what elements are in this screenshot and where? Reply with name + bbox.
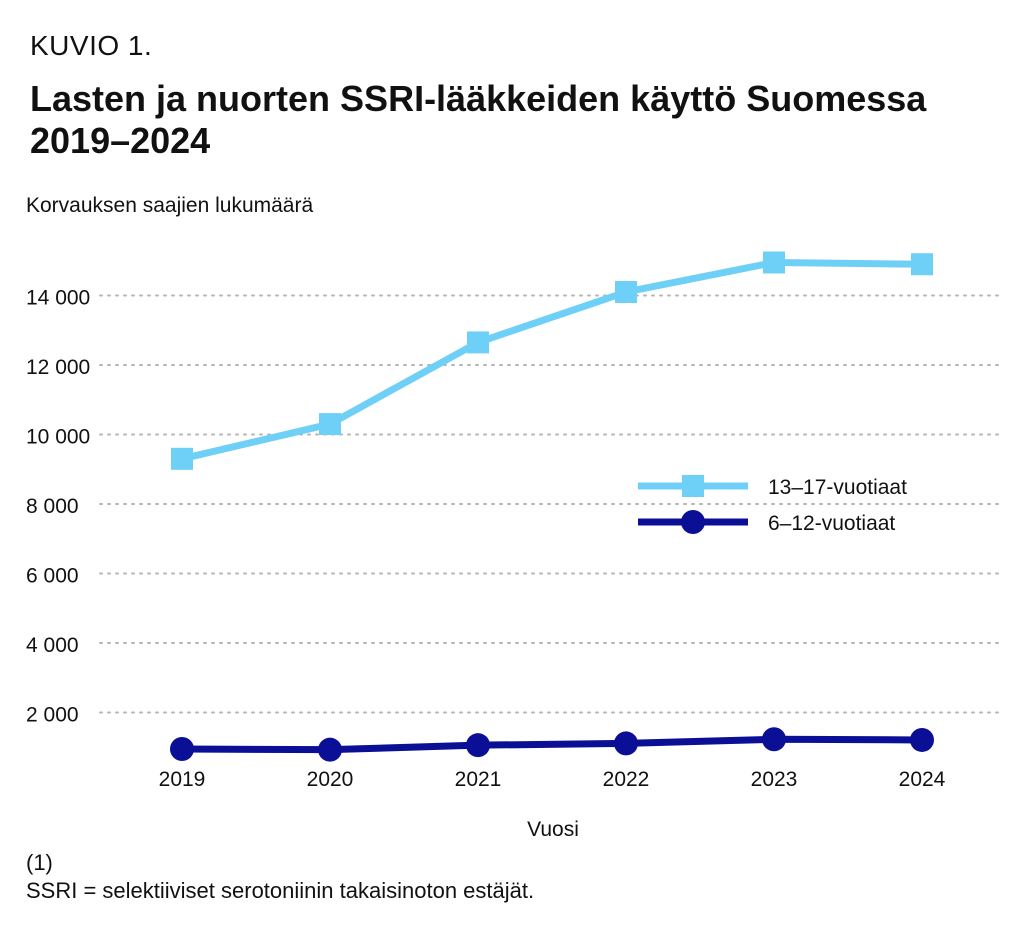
legend-label: 13–17-vuotiaat <box>768 476 907 499</box>
data-point-circle <box>170 736 194 761</box>
chart-title: Lasten ja nuorten SSRI-lääkkeiden käyttö… <box>30 78 927 161</box>
data-point-circle <box>910 727 934 752</box>
legend-marker-square <box>682 475 704 497</box>
data-point-circle <box>466 733 490 758</box>
data-point-square <box>467 331 489 354</box>
series-6-12 <box>170 727 934 762</box>
x-tick-label: 2021 <box>455 768 502 791</box>
x-tick-labels: 2019 2020 2021 2022 2023 2024 <box>159 768 946 791</box>
legend: 13–17-vuotiaat 6–12-vuotiaat <box>638 475 907 535</box>
figure-label: KUVIO 1. <box>30 30 153 61</box>
series-13-17 <box>171 251 933 470</box>
grid-lines <box>99 294 999 714</box>
y-tick-label: 12 000 <box>26 356 90 379</box>
y-tick-label: 8 000 <box>26 495 79 518</box>
x-tick-label: 2024 <box>899 768 946 791</box>
y-tick-labels: 2 000 4 000 6 000 8 000 10 000 12 000 14 000 <box>26 287 90 727</box>
data-point-circle <box>614 731 638 756</box>
y-tick-label: 4 000 <box>26 634 79 657</box>
legend-label: 6–12-vuotiaat <box>768 512 895 535</box>
series-line <box>181 258 923 463</box>
footnote-number: (1) <box>26 850 53 875</box>
data-point-square <box>171 447 193 470</box>
x-tick-label: 2022 <box>603 768 650 791</box>
legend-marker-circle <box>681 510 705 534</box>
line-chart: Korvauksen saajien lukumäärä 2 000 4 000 6… <box>26 194 999 841</box>
data-point-square <box>763 251 785 274</box>
data-point-square <box>911 253 933 276</box>
series-lines <box>170 251 934 762</box>
y-tick-label: 2 000 <box>26 704 79 727</box>
y-axis-title: Korvauksen saajien lukumäärä <box>26 194 313 217</box>
y-tick-label: 14 000 <box>26 287 90 310</box>
x-tick-label: 2020 <box>307 768 354 791</box>
series-line <box>181 735 923 754</box>
x-tick-label: 2019 <box>159 768 206 791</box>
data-point-square <box>319 413 341 436</box>
x-tick-label: 2023 <box>751 768 798 791</box>
footnote-text: SSRI = selektiiviset serotoniinin takais… <box>26 878 535 903</box>
legend-item: 6–12-vuotiaat <box>638 510 895 535</box>
data-point-square <box>615 281 637 304</box>
y-tick-label: 6 000 <box>26 565 79 588</box>
data-point-circle <box>762 727 786 752</box>
data-point-circle <box>318 737 342 762</box>
y-tick-label: 10 000 <box>26 426 90 449</box>
x-axis-title: Vuosi <box>527 818 579 841</box>
legend-item: 13–17-vuotiaat <box>638 475 907 499</box>
